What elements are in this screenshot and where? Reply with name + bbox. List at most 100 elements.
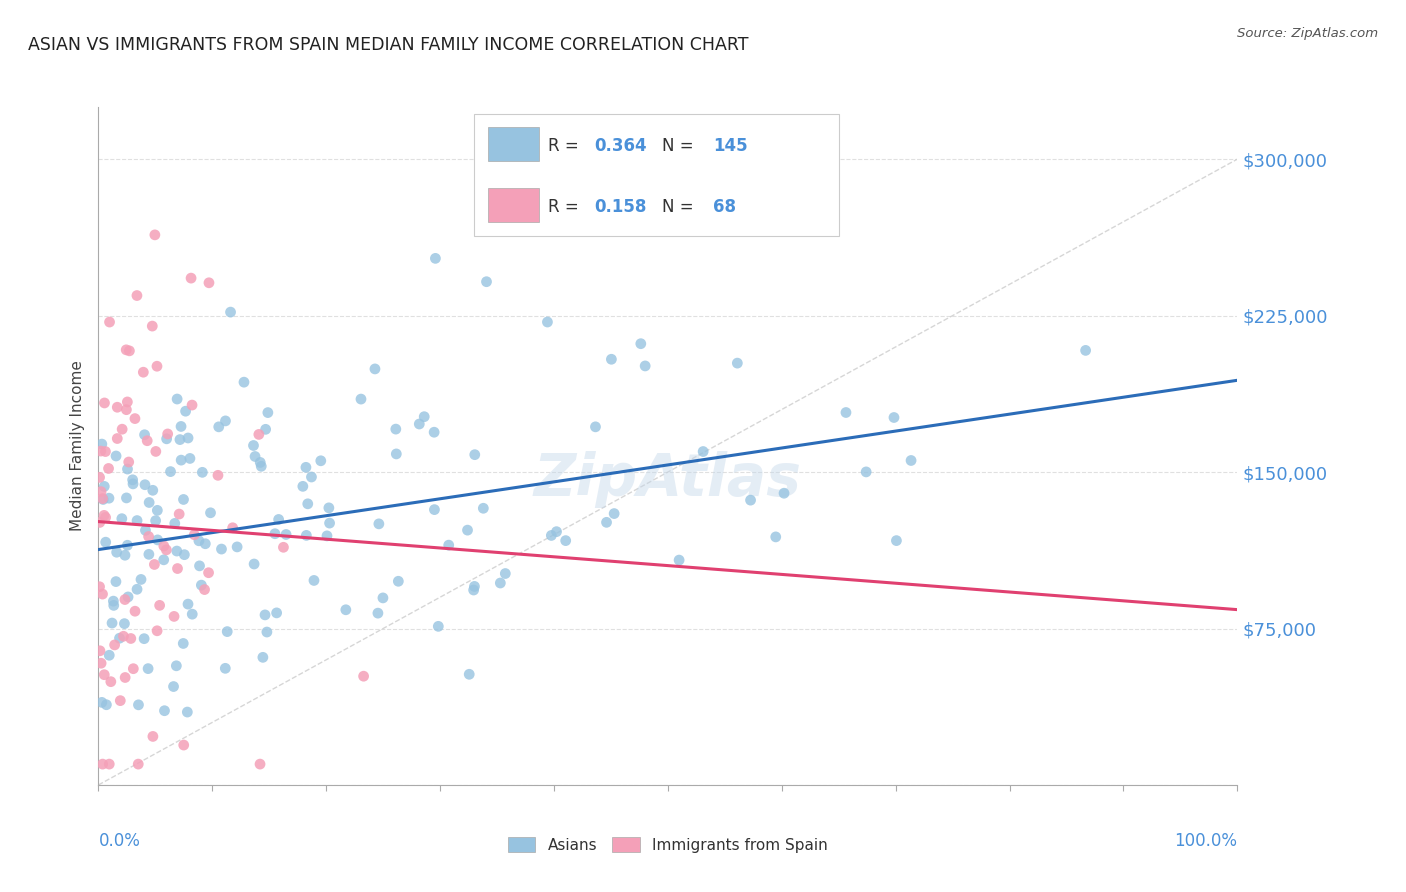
Point xyxy=(125,582,148,597)
Point xyxy=(97,461,120,475)
Point xyxy=(122,476,145,491)
Point xyxy=(127,757,149,772)
Point xyxy=(217,624,239,639)
Point xyxy=(387,574,409,589)
Point xyxy=(295,528,318,542)
Point xyxy=(256,625,278,640)
Point xyxy=(146,533,169,547)
Point xyxy=(153,704,176,718)
Point xyxy=(489,576,512,591)
Point xyxy=(457,523,479,537)
Text: R =: R = xyxy=(548,198,585,216)
Point xyxy=(273,541,295,555)
Point xyxy=(603,507,626,521)
Point xyxy=(90,437,112,451)
Point xyxy=(173,492,195,507)
Point xyxy=(855,465,877,479)
Point xyxy=(114,592,136,607)
Text: N =: N = xyxy=(662,198,699,216)
Text: N =: N = xyxy=(662,136,699,154)
Point xyxy=(301,470,323,484)
Point xyxy=(595,516,617,530)
FancyBboxPatch shape xyxy=(474,114,839,235)
Point xyxy=(145,444,167,458)
Point xyxy=(458,667,481,681)
Point xyxy=(98,757,121,772)
Point xyxy=(98,648,121,663)
Point xyxy=(180,271,202,285)
Point xyxy=(187,533,209,548)
Point xyxy=(90,695,112,709)
Point xyxy=(117,538,139,552)
Point xyxy=(172,636,194,650)
Point xyxy=(183,527,205,541)
Point xyxy=(475,275,498,289)
Point xyxy=(125,514,148,528)
Point xyxy=(371,591,394,605)
Point xyxy=(89,470,111,484)
Point xyxy=(600,352,623,367)
Point xyxy=(104,638,127,652)
Point xyxy=(93,396,115,410)
Point xyxy=(90,657,112,671)
Point xyxy=(111,422,134,436)
Point xyxy=(174,404,197,418)
Point xyxy=(274,527,297,541)
Point xyxy=(740,493,762,508)
Point xyxy=(835,405,858,419)
Point xyxy=(886,533,908,548)
Point xyxy=(297,497,319,511)
Point xyxy=(134,524,156,538)
Point xyxy=(181,398,204,412)
Point xyxy=(177,431,200,445)
Point xyxy=(200,506,222,520)
Point xyxy=(153,539,176,553)
Point xyxy=(197,566,219,580)
Point xyxy=(136,662,159,676)
Point xyxy=(536,315,558,329)
Text: ASIAN VS IMMIGRANTS FROM SPAIN MEDIAN FAMILY INCOME CORRELATION CHART: ASIAN VS IMMIGRANTS FROM SPAIN MEDIAN FA… xyxy=(28,36,748,54)
Point xyxy=(120,632,142,646)
Point xyxy=(211,542,233,557)
Point xyxy=(93,508,115,523)
Point xyxy=(177,597,200,611)
Point xyxy=(423,502,446,516)
Text: 0.364: 0.364 xyxy=(593,136,647,154)
Point xyxy=(243,557,266,571)
Point xyxy=(494,566,516,581)
Point xyxy=(112,629,135,643)
Point xyxy=(318,500,340,515)
Point xyxy=(253,607,276,622)
Point xyxy=(350,392,373,406)
Point xyxy=(163,609,186,624)
Point xyxy=(143,558,166,572)
Point xyxy=(170,419,193,434)
Point xyxy=(134,477,156,491)
Point xyxy=(173,738,195,752)
Point xyxy=(112,616,135,631)
Text: 145: 145 xyxy=(713,136,748,154)
Text: 0.158: 0.158 xyxy=(593,198,647,216)
Point xyxy=(122,662,145,676)
Text: R =: R = xyxy=(548,136,585,154)
Point xyxy=(249,455,271,469)
Point xyxy=(115,491,138,505)
Point xyxy=(254,422,277,436)
Y-axis label: Median Family Income: Median Family Income xyxy=(70,360,86,532)
Point xyxy=(146,359,169,374)
Point xyxy=(353,669,375,683)
Point xyxy=(291,479,314,493)
Point xyxy=(546,524,568,539)
Point xyxy=(165,658,187,673)
Point xyxy=(100,674,122,689)
Point xyxy=(121,473,143,487)
Point xyxy=(170,453,193,467)
Point xyxy=(127,698,149,712)
Point xyxy=(214,414,236,428)
Point xyxy=(138,495,160,509)
Point xyxy=(193,582,215,597)
Point xyxy=(114,548,136,562)
Point xyxy=(105,432,128,446)
Point xyxy=(103,594,125,608)
Point xyxy=(335,603,357,617)
